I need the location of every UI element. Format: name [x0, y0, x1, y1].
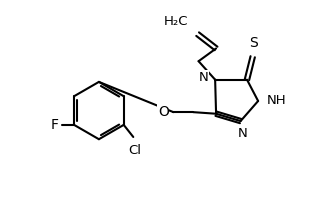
Text: NH: NH — [267, 94, 287, 107]
Text: O: O — [158, 105, 169, 119]
Text: F: F — [50, 118, 58, 132]
Text: Cl: Cl — [128, 144, 141, 157]
Text: N: N — [237, 127, 247, 140]
Text: H₂C: H₂C — [164, 15, 189, 28]
Text: S: S — [249, 36, 258, 50]
Text: N: N — [198, 71, 208, 84]
